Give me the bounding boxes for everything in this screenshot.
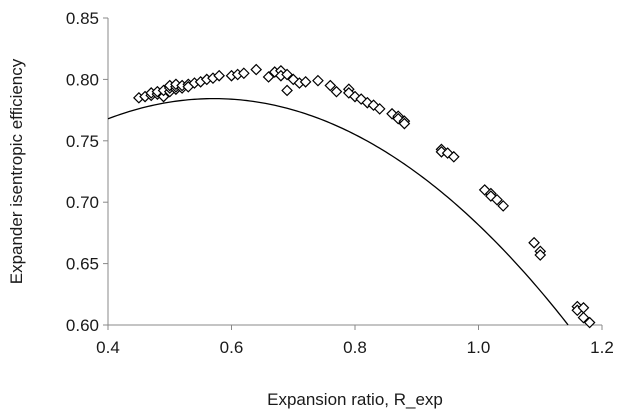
data-point [528,236,540,249]
data-point [299,76,312,88]
data-point [583,316,596,329]
data-point [497,200,510,212]
y-tick-label: 0.85 [66,9,99,28]
data-point [577,311,590,324]
y-tick-label: 0.65 [66,255,99,274]
data-point [157,90,170,103]
axes [103,17,603,330]
tick-labels: 0.4 0.6 0.8 1.0 1.2 0.60 0.65 0.70 0.75 0.80 0.85 [66,9,614,357]
x-tick-label: 0.4 [96,338,120,357]
data-point [324,79,337,92]
data-points [133,63,596,329]
data-point [262,71,275,83]
x-tick-label: 0.8 [343,338,367,357]
data-point [281,84,293,97]
y-tick-label: 0.60 [66,316,99,335]
data-point [250,63,263,76]
y-tick-label: 0.75 [66,132,99,151]
x-tick-label: 1.0 [467,338,491,357]
data-point [281,68,293,81]
data-point [491,193,503,206]
data-point [238,67,250,80]
data-point [534,249,547,261]
data-point [398,117,411,130]
x-axis-label: Expansion ratio, R_exp [267,390,443,409]
y-axis-label: Expander isentropic efficiency [7,58,26,284]
y-tick-label: 0.80 [66,70,99,89]
x-tick-label: 1.2 [590,338,614,357]
data-point [373,103,386,115]
data-point [312,74,324,87]
trendline [107,97,569,326]
data-point [330,85,343,98]
data-point [213,69,225,82]
data-point [447,150,460,163]
y-tick-label: 0.70 [66,193,99,212]
x-tick-label: 0.6 [220,338,244,357]
